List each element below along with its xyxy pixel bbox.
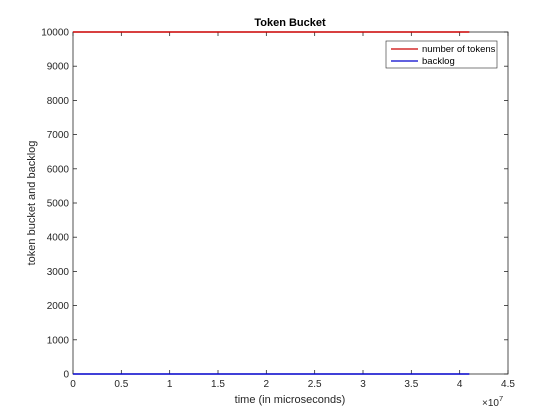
chart-title: Token Bucket [254,17,326,29]
x-axis-label: time (in microseconds) [235,394,346,406]
y-tick-label: 3000 [47,267,70,278]
x-exponent: ×107 [482,394,503,409]
y-tick-label: 10000 [41,28,69,39]
x-tick-label: 2 [264,379,270,390]
x-tick-label: 3 [360,379,366,390]
legend-box [385,40,498,69]
y-tick-label: 4000 [47,233,70,244]
x-exponent-power: 7 [499,394,503,403]
y-axis-label: token bucket and backlog [26,141,38,266]
y-tick-label: 0 [63,370,69,381]
x-exponent-base: ×10 [482,398,499,409]
plot-area [72,31,509,375]
y-tick-label: 2000 [47,301,70,312]
x-tick-label: 3.5 [404,379,418,390]
series-lines [73,31,470,375]
y-tick-label: 8000 [47,96,70,107]
legend-label-tokens: number of tokens [422,44,496,55]
y-tick-label: 1000 [47,335,70,346]
x-tick-label: 2.5 [308,379,322,390]
y-axis: 0 1000 2000 3000 4000 5000 6000 7000 8000 9000 100… [41,28,508,381]
y-tick-label: 6000 [47,164,70,175]
y-tick-label: 7000 [47,130,70,141]
y-tick-label: 9000 [47,62,70,73]
legend: number of tokens backlog [385,40,498,69]
x-tick-label: 0.5 [114,379,128,390]
x-tick-label: 0 [70,379,76,390]
x-tick-label: 1 [167,379,173,390]
x-tick-label: 1.5 [211,379,225,390]
x-tick-label: 4.5 [501,379,515,390]
x-axis: 0 0.5 1 1.5 2 2.5 3 3.5 4 4.5 [70,32,515,390]
y-tick-label: 5000 [47,199,70,210]
legend-label-backlog: backlog [422,56,455,67]
x-tick-label: 4 [457,379,463,390]
